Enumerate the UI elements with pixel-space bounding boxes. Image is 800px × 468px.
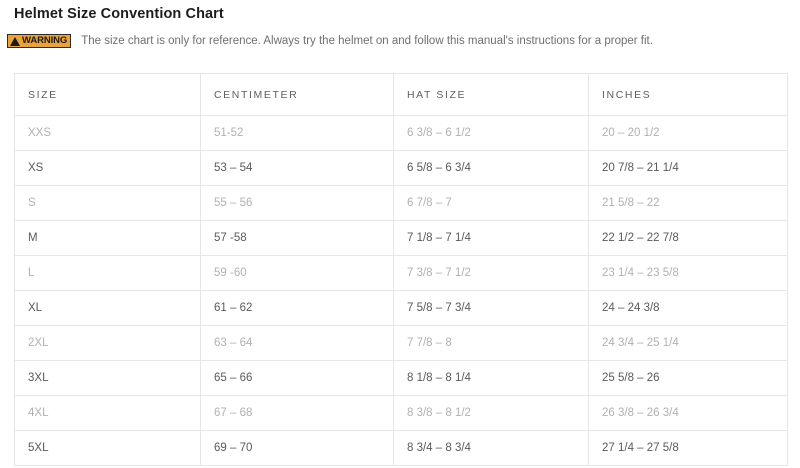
cell-inches: 22 1/2 – 22 7/8 [588, 220, 788, 256]
cell-hat-size: 6 3/8 – 6 1/2 [393, 115, 589, 151]
table-row: XS 53 – 54 6 5/8 – 6 3/4 20 7/8 – 21 1/4 [14, 150, 788, 186]
column-header-centimeter: CENTIMETER [200, 73, 394, 116]
table-row: 5XL 69 – 70 8 3/4 – 8 3/4 27 1/4 – 27 5/… [14, 430, 788, 466]
warning-badge-label: WARNING [22, 35, 68, 47]
cell-hat-size: 7 1/8 – 7 1/4 [393, 220, 589, 256]
cell-centimeter: 61 – 62 [200, 290, 394, 326]
warning-badge: WARNING [7, 34, 72, 48]
cell-hat-size: 6 7/8 – 7 [393, 185, 589, 221]
cell-hat-size: 8 3/4 – 8 3/4 [393, 430, 589, 466]
cell-centimeter: 67 – 68 [200, 395, 394, 431]
cell-centimeter: 63 – 64 [200, 325, 394, 361]
table-row: 4XL 67 – 68 8 3/8 – 8 1/2 26 3/8 – 26 3/… [14, 395, 788, 431]
page-title: Helmet Size Convention Chart [14, 6, 224, 22]
cell-hat-size: 6 5/8 – 6 3/4 [393, 150, 589, 186]
table-row: XL 61 – 62 7 5/8 – 7 3/4 24 – 24 3/8 [14, 290, 788, 326]
cell-size: XXS [14, 115, 201, 151]
cell-hat-size: 7 7/8 – 8 [393, 325, 589, 361]
cell-centimeter: 51-52 [200, 115, 394, 151]
table-row: S 55 – 56 6 7/8 – 7 21 5/8 – 22 [14, 185, 788, 221]
cell-size: 4XL [14, 395, 201, 431]
cell-inches: 23 1/4 – 23 5/8 [588, 255, 788, 291]
table-body: XXS 51-52 6 3/8 – 6 1/2 20 – 20 1/2 XS 5… [14, 115, 788, 466]
size-chart-table: SIZE CENTIMETER HAT SIZE INCHES XXS 51-5… [14, 73, 788, 466]
cell-size: L [14, 255, 201, 291]
cell-size: M [14, 220, 201, 256]
column-header-size: SIZE [14, 73, 201, 116]
warning-triangle-icon [10, 36, 20, 46]
cell-size: XS [14, 150, 201, 186]
cell-inches: 24 3/4 – 25 1/4 [588, 325, 788, 361]
cell-hat-size: 7 3/8 – 7 1/2 [393, 255, 589, 291]
table-header: SIZE CENTIMETER HAT SIZE INCHES [14, 73, 788, 116]
cell-size: XL [14, 290, 201, 326]
cell-inches: 26 3/8 – 26 3/4 [588, 395, 788, 431]
cell-hat-size: 7 5/8 – 7 3/4 [393, 290, 589, 326]
warning-notice: WARNING The size chart is only for refer… [7, 33, 653, 49]
cell-centimeter: 59 -60 [200, 255, 394, 291]
cell-size: 2XL [14, 325, 201, 361]
cell-size: 3XL [14, 360, 201, 396]
cell-inches: 20 7/8 – 21 1/4 [588, 150, 788, 186]
column-header-hat-size: HAT SIZE [393, 73, 589, 116]
cell-size: S [14, 185, 201, 221]
cell-centimeter: 55 – 56 [200, 185, 394, 221]
cell-centimeter: 53 – 54 [200, 150, 394, 186]
cell-centimeter: 69 – 70 [200, 430, 394, 466]
cell-inches: 25 5/8 – 26 [588, 360, 788, 396]
cell-centimeter: 65 – 66 [200, 360, 394, 396]
table-row: M 57 -58 7 1/8 – 7 1/4 22 1/2 – 22 7/8 [14, 220, 788, 256]
cell-hat-size: 8 1/8 – 8 1/4 [393, 360, 589, 396]
table-row: XXS 51-52 6 3/8 – 6 1/2 20 – 20 1/2 [14, 115, 788, 151]
cell-inches: 21 5/8 – 22 [588, 185, 788, 221]
cell-inches: 24 – 24 3/8 [588, 290, 788, 326]
cell-size: 5XL [14, 430, 201, 466]
table-row: 2XL 63 – 64 7 7/8 – 8 24 3/4 – 25 1/4 [14, 325, 788, 361]
cell-hat-size: 8 3/8 – 8 1/2 [393, 395, 589, 431]
cell-centimeter: 57 -58 [200, 220, 394, 256]
table-header-row: SIZE CENTIMETER HAT SIZE INCHES [14, 73, 788, 116]
column-header-inches: INCHES [588, 73, 788, 116]
cell-inches: 20 – 20 1/2 [588, 115, 788, 151]
table-row: 3XL 65 – 66 8 1/8 – 8 1/4 25 5/8 – 26 [14, 360, 788, 396]
cell-inches: 27 1/4 – 27 5/8 [588, 430, 788, 466]
table-row: L 59 -60 7 3/8 – 7 1/2 23 1/4 – 23 5/8 [14, 255, 788, 291]
warning-notice-text: The size chart is only for reference. Al… [81, 35, 653, 47]
